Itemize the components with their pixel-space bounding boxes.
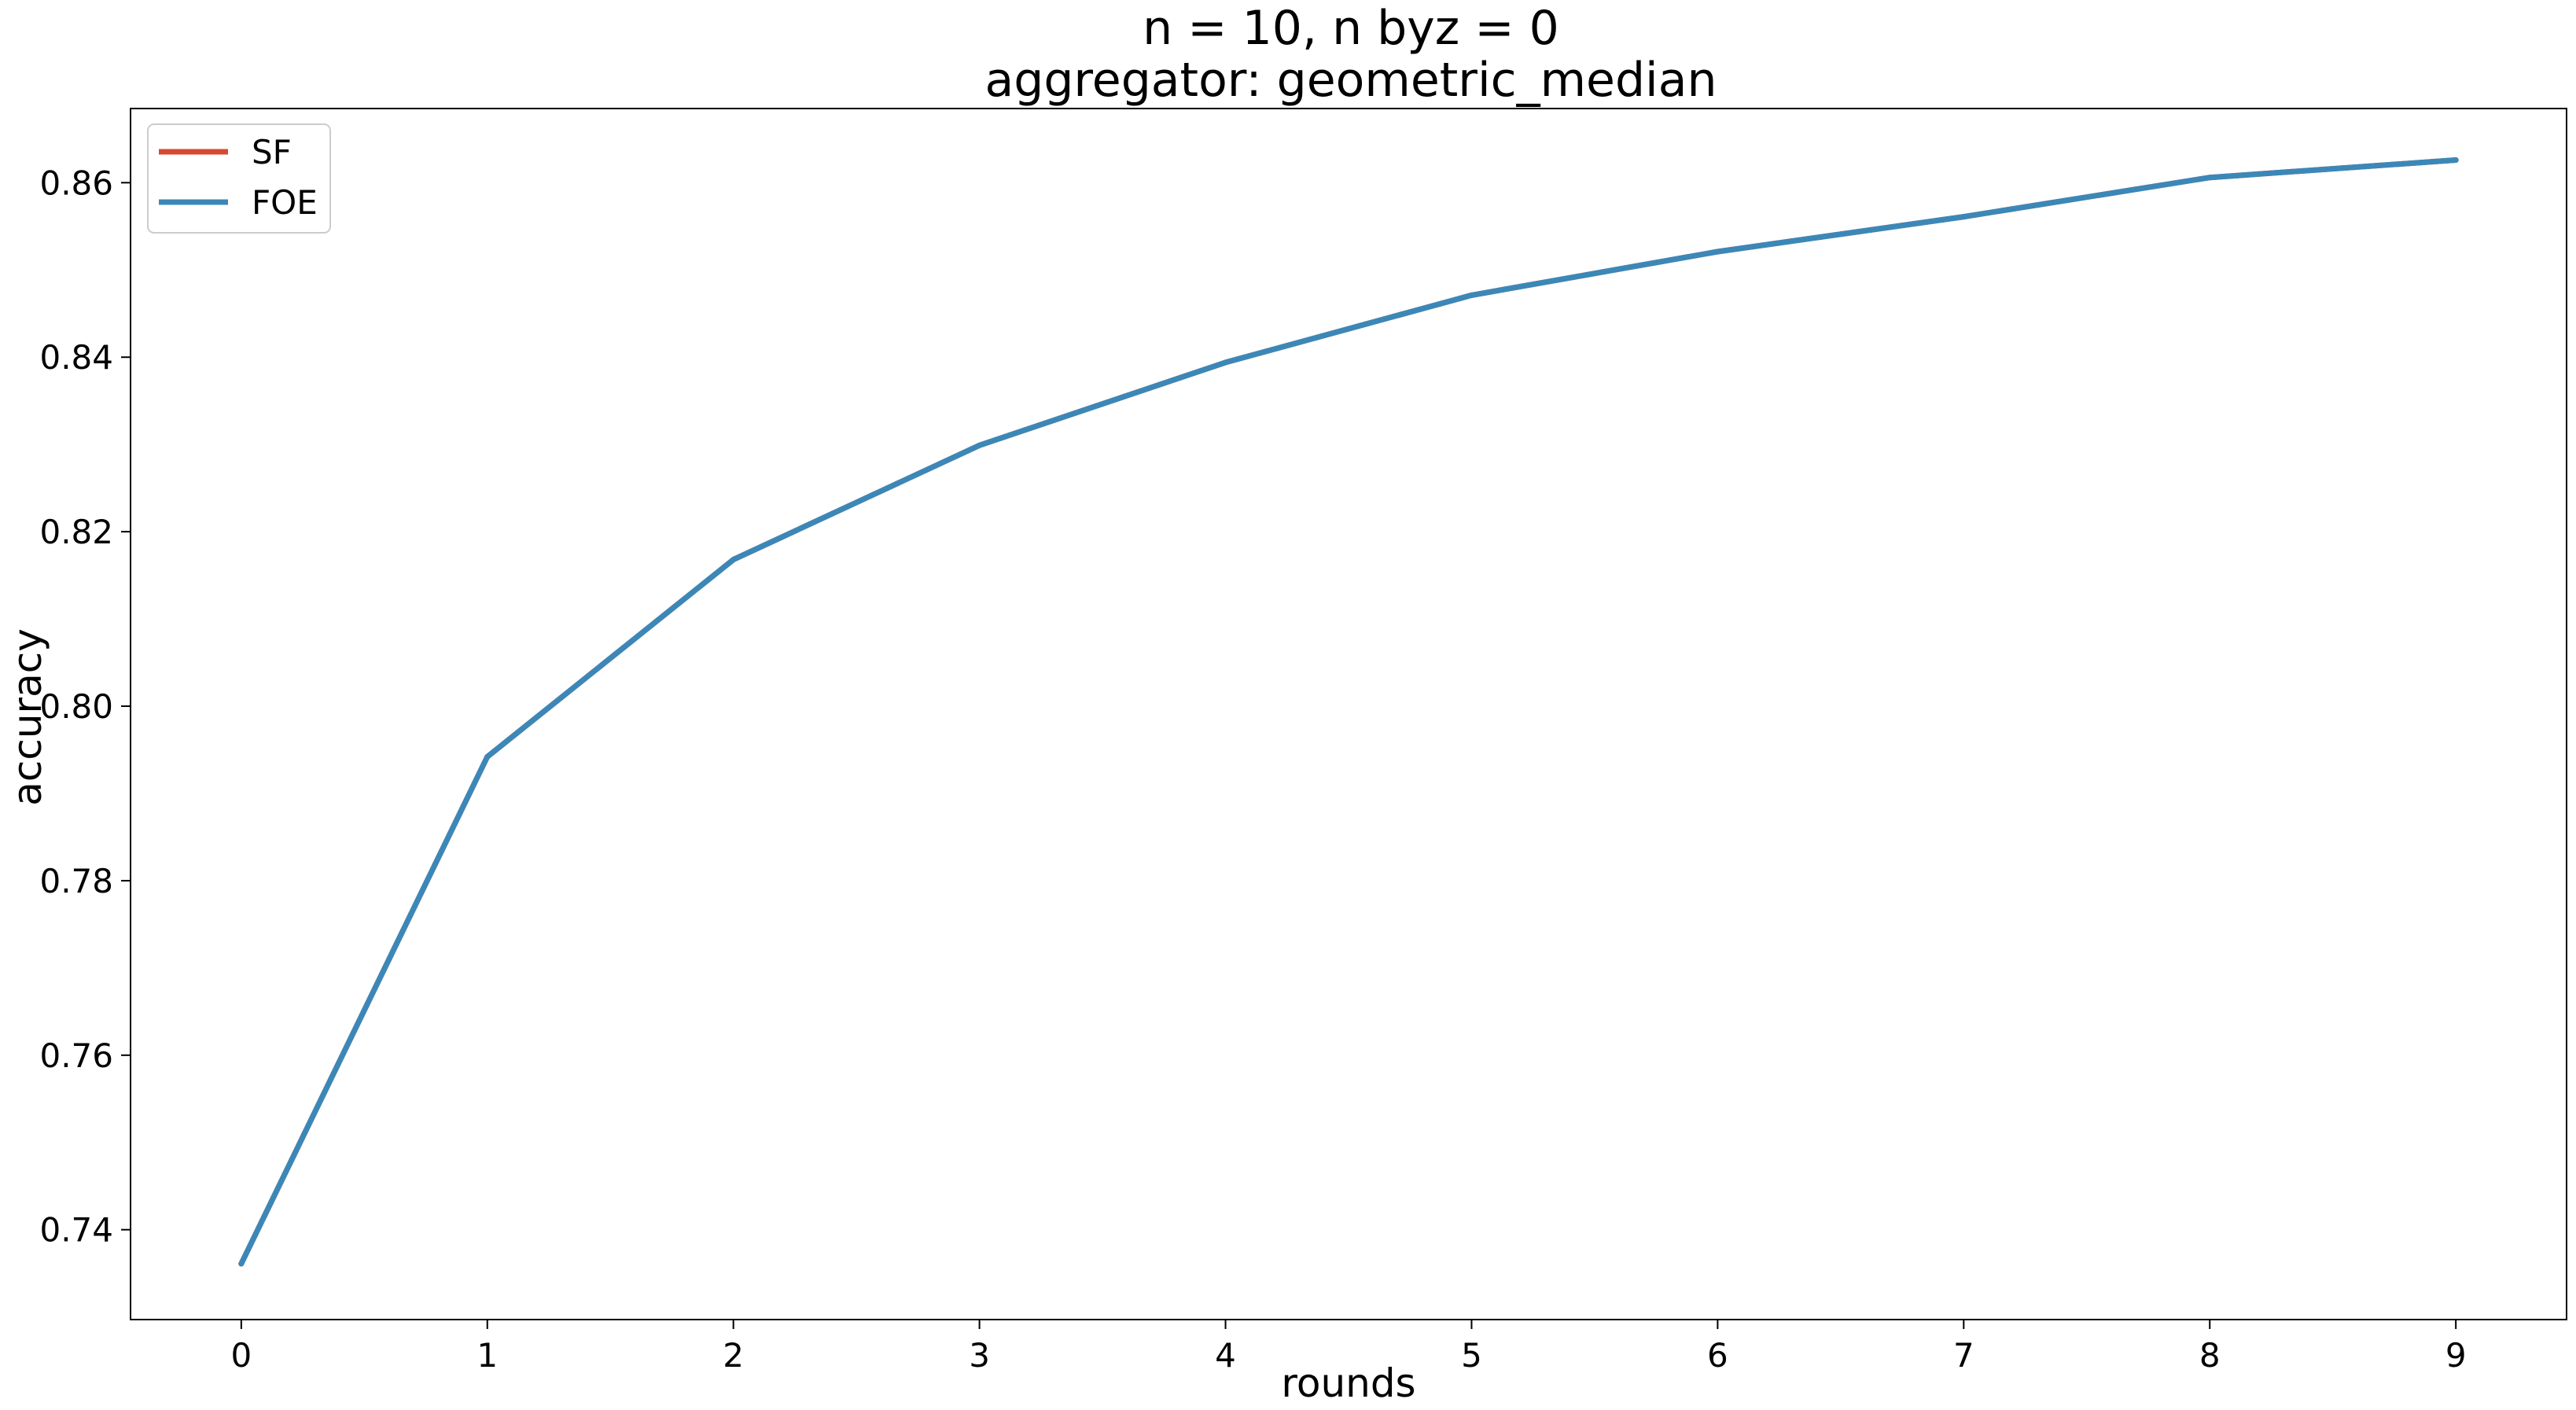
series-line-foe (238, 157, 2459, 1267)
data-point-foe-8 (2206, 175, 2213, 181)
chart-title: n = 10, n byz = 0 (1143, 1, 1559, 56)
chart-subtitle: aggregator: geometric_median (984, 53, 1717, 108)
x-tick-label: 1 (477, 1336, 498, 1375)
y-axis-label: accuracy (5, 628, 50, 806)
data-point-foe-2 (730, 557, 737, 563)
x-tick-label: 5 (1461, 1336, 1482, 1375)
data-point-foe-6 (1714, 248, 1720, 255)
y-tick-label: 0.80 (39, 687, 113, 726)
data-point-foe-0 (238, 1261, 245, 1267)
plot-frame (130, 108, 2567, 1320)
y-tick-label: 0.84 (39, 338, 113, 377)
data-point-foe-5 (1469, 292, 1474, 298)
x-tick-label: 0 (230, 1336, 252, 1375)
data-point-foe-7 (1960, 214, 1967, 220)
x-tick-label: 2 (723, 1336, 744, 1375)
y-tick-label: 0.78 (39, 862, 113, 900)
data-point-foe-3 (977, 442, 983, 448)
x-tick-label: 4 (1215, 1336, 1236, 1375)
legend-label-foe: FOE (252, 183, 318, 222)
data-point-foe-4 (1223, 359, 1228, 366)
data-point-foe-9 (2453, 157, 2459, 163)
y-tick-label: 0.86 (39, 164, 113, 202)
x-tick-label: 8 (2199, 1336, 2221, 1375)
x-tick-label: 6 (1707, 1336, 1728, 1375)
series-line-sf (238, 157, 2459, 1267)
ticks-layer: 0 1 2 3 4 5 6 7 8 9 0.74 0.76 0.78 0.80 0.82 0.84 0.86 (39, 164, 2466, 1375)
legend: SF FOE (147, 123, 331, 234)
x-tick-label: 7 (1953, 1336, 1974, 1375)
data-point-foe-1 (484, 753, 491, 760)
x-axis-label: rounds (1281, 1360, 1415, 1406)
series-layer (238, 157, 2459, 1267)
legend-label-sf: SF (252, 133, 292, 171)
y-tick-label: 0.74 (39, 1211, 113, 1250)
x-tick-label: 3 (969, 1336, 990, 1375)
x-tick-label: 9 (2445, 1336, 2467, 1375)
y-tick-label: 0.76 (39, 1036, 113, 1075)
y-tick-label: 0.82 (39, 513, 113, 551)
